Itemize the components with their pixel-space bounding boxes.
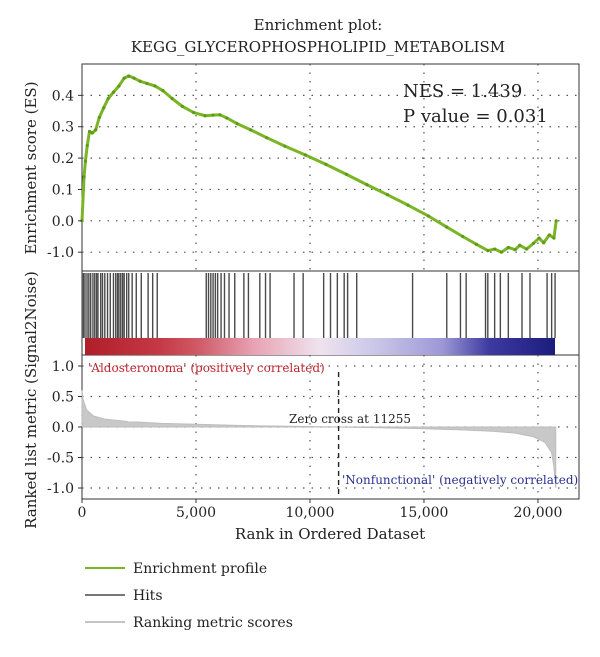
- chart-subtitle: KEGG_GLYCEROPHOSPHOLIPID_METABOLISM: [131, 38, 505, 56]
- pvalue-annotation: P value = 0.031: [403, 106, 548, 127]
- legend-label-ranking: Ranking metric scores: [133, 615, 293, 631]
- metric-tick-label-2: 0.0: [52, 420, 74, 436]
- x-tick-label-3: 15,000: [399, 505, 448, 521]
- ranking-color-bar: [85, 338, 555, 355]
- legend-label-enrichment: Enrichment profile: [133, 561, 267, 577]
- enrichment-point-15: [138, 79, 142, 83]
- hits-barcode: [82, 273, 556, 338]
- legend-label-hits: Hits: [133, 588, 163, 604]
- enrichment-point-16: [145, 81, 149, 86]
- enrichment-point-24: [218, 113, 222, 117]
- enrichment-point-40: [486, 249, 490, 253]
- es-y-axis-label: Enrichment score (ES): [22, 81, 40, 254]
- enrichment-point-2: [83, 159, 88, 163]
- enrichment-point-30: [303, 153, 308, 157]
- enrichment-point-25: [225, 116, 229, 120]
- enrichment-point-39: [474, 242, 479, 246]
- enrichment-point-45: [518, 243, 522, 247]
- enrichment-point-47: [531, 241, 536, 245]
- enrichment-point-1: [82, 175, 86, 179]
- es-tick-label-5: 0.4: [52, 88, 74, 104]
- ranking-metric-area: [81, 390, 557, 489]
- enrichment-point-36: [426, 214, 431, 218]
- metric-y-axis-label: Ranked list metric (Signal2Noise): [22, 271, 40, 529]
- enrichment-point-13: [127, 74, 131, 78]
- enrichment-point-12: [122, 76, 126, 80]
- enrichment-point-14: [132, 76, 136, 80]
- metric-tick-label-3: 0.5: [52, 389, 74, 405]
- es-tick-label-2: 0.1: [52, 182, 74, 198]
- enrichment-point-21: [192, 111, 196, 115]
- enrichment-profile-line: [80, 74, 558, 254]
- enrichment-point-33: [365, 183, 369, 187]
- enrichment-point-26: [235, 121, 239, 126]
- chart-title: Enrichment plot:: [254, 16, 383, 34]
- metric-tick-label-4: 1.0: [52, 359, 74, 375]
- enrichment-point-41: [493, 247, 497, 251]
- x-axis-label: Rank in Ordered Dataset: [235, 525, 425, 543]
- enrichment-point-20: [180, 104, 184, 108]
- enrichment-point-22: [203, 114, 207, 118]
- enrichment-point-23: [211, 113, 215, 117]
- enrichment-profile: [80, 74, 558, 254]
- enrichment-point-17: [153, 84, 157, 88]
- enrichment-point-46: [524, 247, 529, 251]
- metric-tick-label-1: -0.5: [47, 451, 74, 467]
- enrichment-point-19: [170, 96, 174, 101]
- enrichment-point-42: [499, 250, 504, 254]
- enrichment-point-7: [97, 115, 101, 119]
- enrichment-point-49: [542, 241, 546, 245]
- x-tick-label-1: 5,000: [176, 505, 216, 521]
- enrichment-point-10: [111, 90, 116, 94]
- enrichment-point-18: [161, 89, 165, 93]
- es-tick-label-0: -1.0: [47, 245, 74, 261]
- x-tick-label-2: 10,000: [285, 505, 334, 521]
- positive-label: 'Aldosteronoma' (positively correlated): [88, 361, 325, 375]
- x-tick-label-0: 0: [78, 505, 87, 521]
- enrichment-point-34: [385, 193, 390, 197]
- x-tick-label-4: 20,000: [513, 505, 562, 521]
- es-tick-label-3: 0.2: [52, 151, 74, 167]
- enrichment-point-27: [249, 128, 253, 132]
- enrichment-point-38: [461, 234, 465, 239]
- enrichment-point-11: [117, 84, 121, 88]
- enrichment-point-28: [265, 136, 269, 140]
- es-tick-label-4: 0.3: [52, 120, 74, 136]
- enrichment-point-29: [283, 144, 287, 148]
- legend: Enrichment profile Hits Ranking metric s…: [85, 561, 293, 631]
- es-gridlines: [81, 64, 579, 271]
- enrichment-point-37: [445, 225, 449, 229]
- enrichment-point-51: [552, 236, 556, 240]
- enrichment-point-4: [87, 129, 92, 134]
- enrichment-point-48: [537, 236, 541, 240]
- enrichment-point-50: [547, 233, 551, 237]
- enrichment-point-52: [554, 219, 558, 223]
- negative-label: 'Nonfunctional' (negatively correlated): [342, 473, 578, 487]
- enrichment-point-6: [94, 128, 98, 132]
- enrichment-point-3: [85, 143, 89, 148]
- metric-gridlines: [81, 355, 579, 499]
- enrichment-point-43: [506, 245, 510, 250]
- enrichment-point-8: [102, 106, 106, 110]
- nes-annotation: NES = 1.439: [403, 81, 522, 102]
- es-tick-label-1: 0.0: [52, 214, 74, 230]
- enrichment-point-35: [406, 203, 410, 207]
- enrichment-point-44: [513, 248, 517, 252]
- enrichment-point-32: [344, 172, 349, 176]
- ranking-metric-fill: [81, 390, 557, 489]
- x-ticks: 0 5,000 10,000 15,000 20,000: [78, 499, 562, 521]
- enrichment-point-5: [90, 131, 94, 135]
- enrichment-point-31: [324, 162, 328, 166]
- zero-cross-label: Zero cross at 11255: [289, 412, 411, 426]
- es-y-ticks: -1.0 0.0 0.1 0.2 0.3 0.4: [47, 88, 82, 261]
- metric-y-ticks: -1.0 -0.5 0.0 0.5 1.0: [47, 359, 82, 497]
- metric-tick-label-0: -1.0: [47, 481, 74, 497]
- enrichment-point-9: [106, 96, 110, 101]
